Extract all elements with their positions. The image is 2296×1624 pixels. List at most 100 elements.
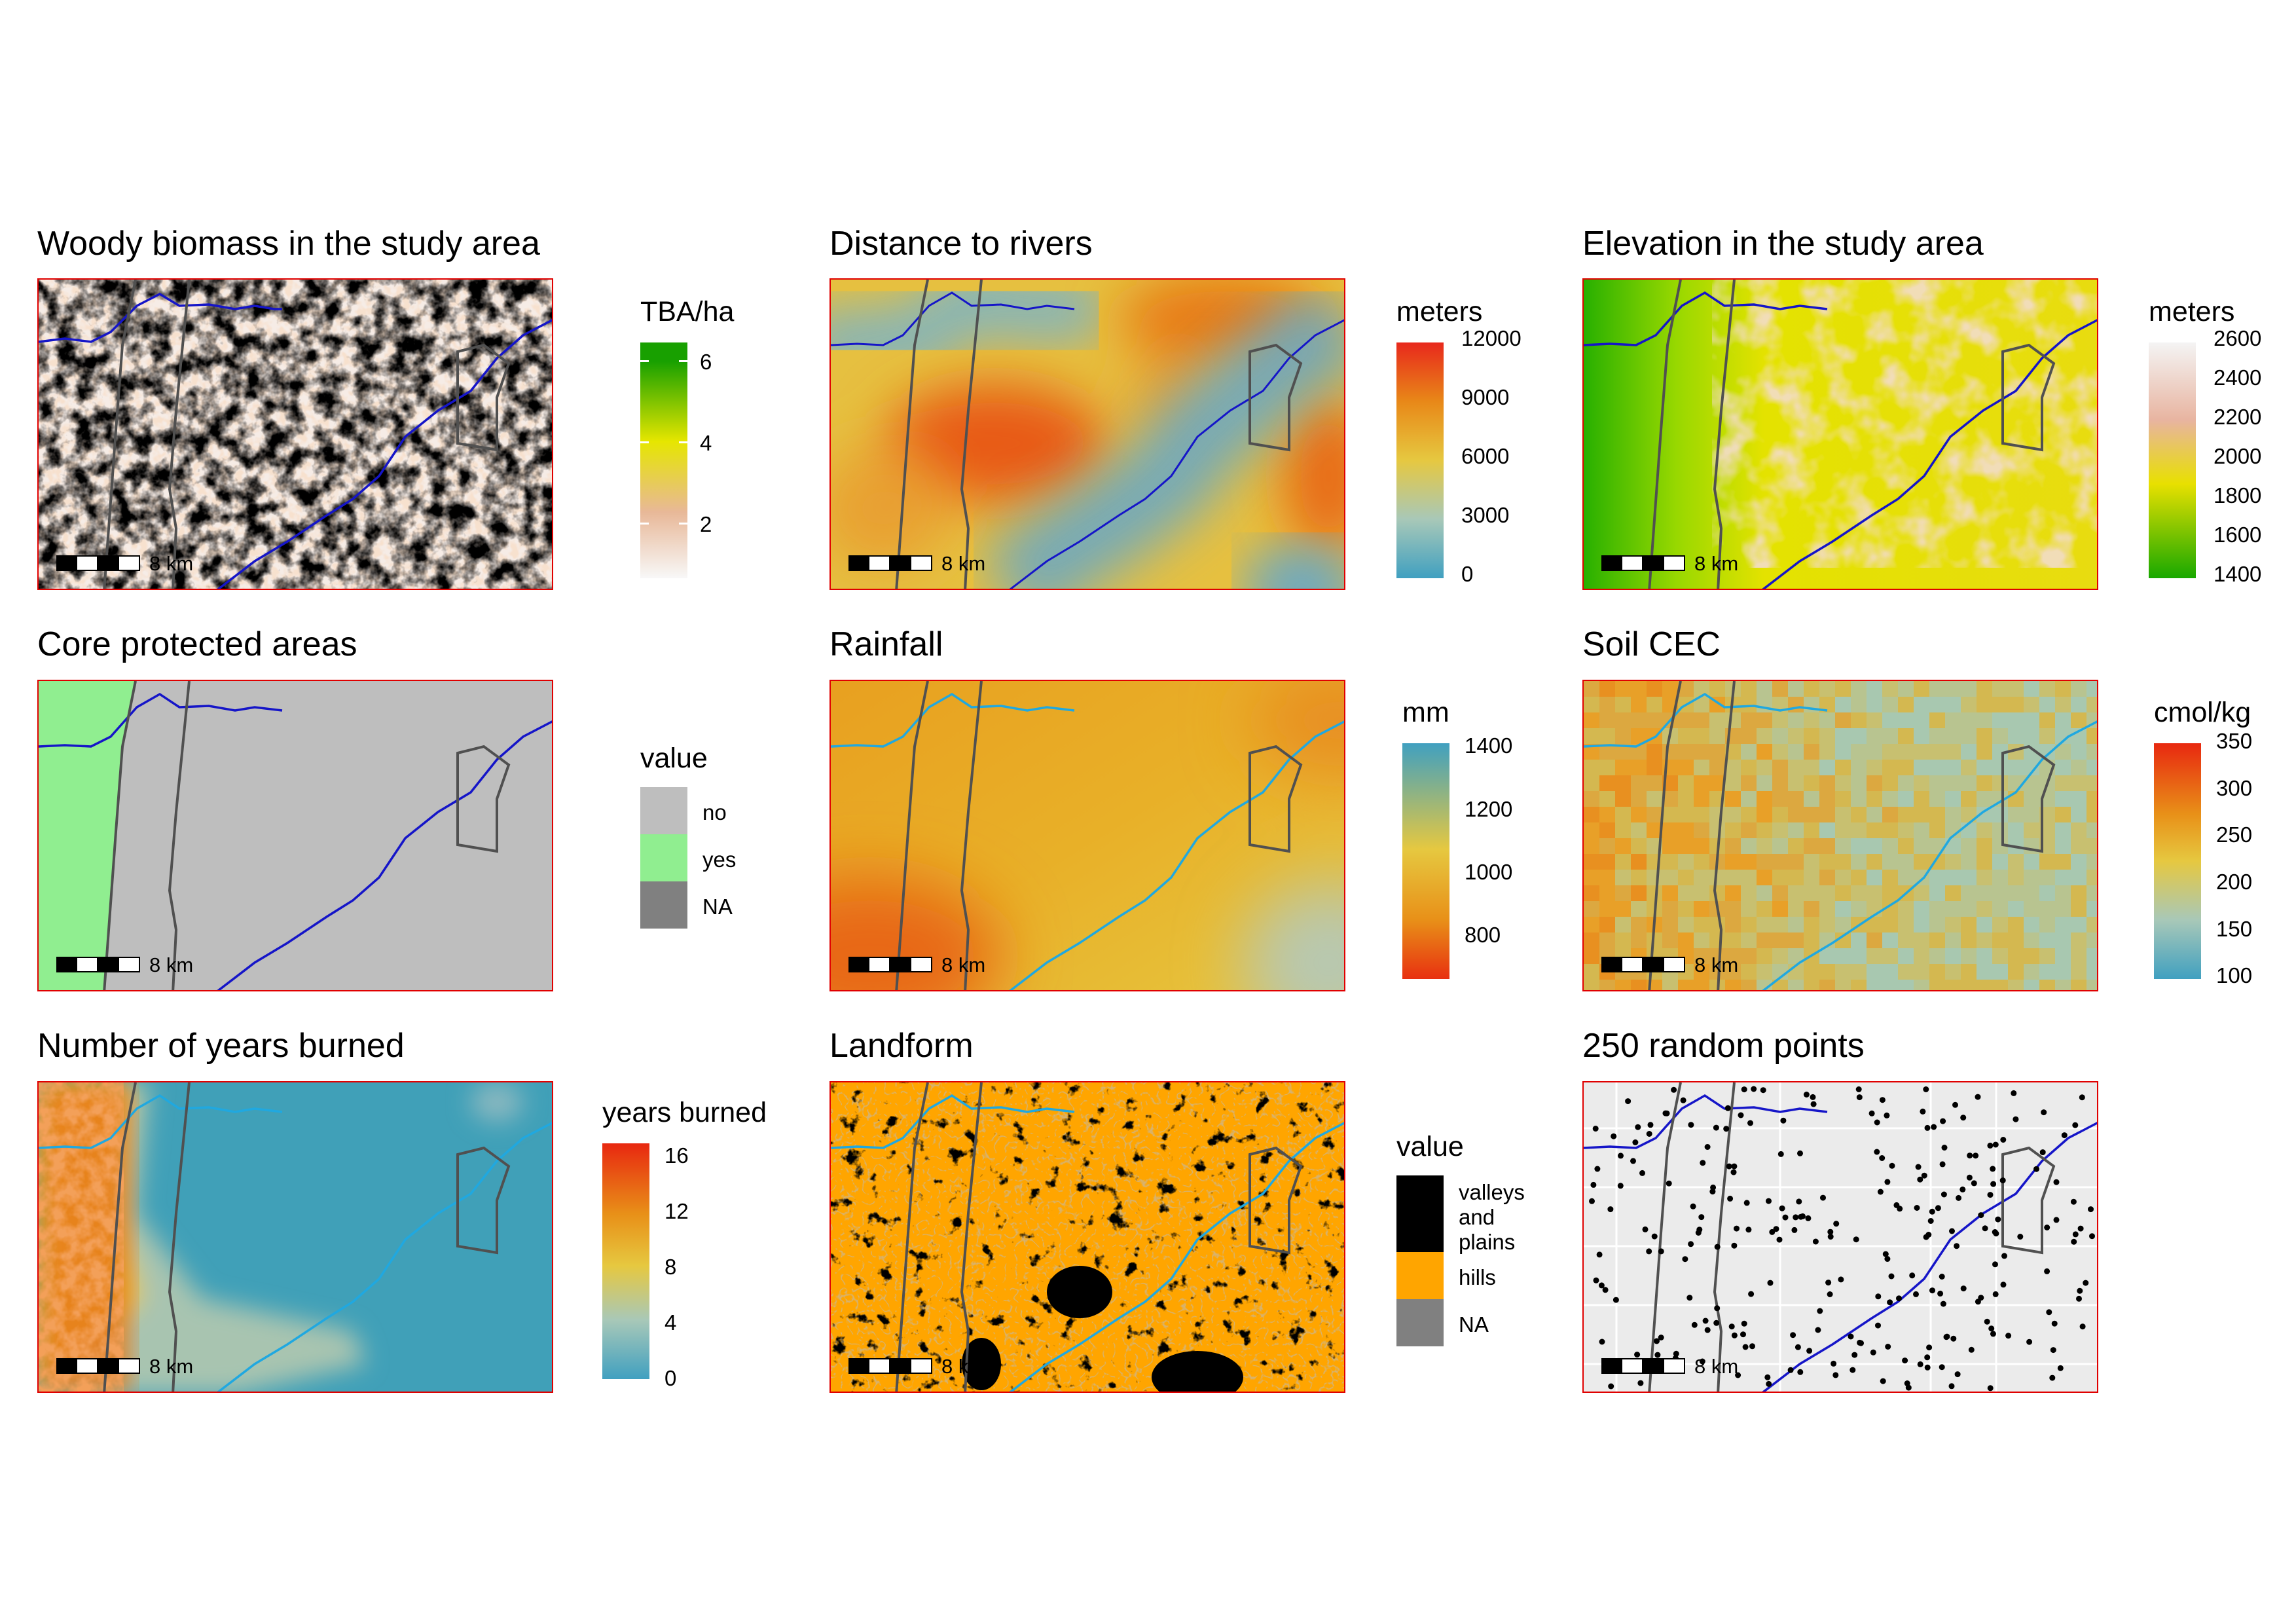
random-point bbox=[1885, 1344, 1891, 1350]
cec-cell bbox=[1898, 822, 1914, 838]
cec-cell bbox=[1851, 901, 1867, 917]
cec-cell bbox=[1599, 822, 1615, 838]
random-point bbox=[1984, 1318, 1990, 1325]
random-point bbox=[1952, 1101, 1958, 1108]
cec-cell bbox=[1584, 901, 1599, 917]
random-point bbox=[2088, 1206, 2094, 1213]
random-point bbox=[1939, 1274, 1945, 1280]
cec-cell bbox=[2086, 807, 2097, 822]
cec-cell bbox=[1914, 744, 1929, 760]
random-point bbox=[1688, 1122, 1694, 1128]
random-point bbox=[1879, 1155, 1886, 1161]
cec-cell bbox=[1584, 807, 1599, 822]
map-woody-biomass[interactable]: 8 km bbox=[37, 278, 553, 590]
cec-cell bbox=[1882, 980, 1898, 990]
cec-cell bbox=[1757, 728, 1772, 744]
cec-cell bbox=[1914, 948, 1929, 964]
cec-cell bbox=[1914, 838, 1929, 854]
cec-cell bbox=[1851, 744, 1867, 760]
cec-cell bbox=[1772, 744, 1788, 760]
cec-cell bbox=[1819, 870, 1835, 885]
scale-bar: 8 km bbox=[848, 955, 985, 975]
cec-cell bbox=[2071, 838, 2086, 854]
random-points bbox=[1589, 1086, 2095, 1392]
boundary-line bbox=[456, 745, 511, 853]
random-point bbox=[1642, 1226, 1649, 1232]
cec-cell bbox=[1882, 807, 1898, 822]
random-point bbox=[1884, 1256, 1891, 1262]
cec-cell bbox=[1678, 885, 1694, 901]
cec-cell bbox=[2071, 932, 2086, 948]
cec-cell bbox=[1788, 791, 1804, 807]
cec-cell bbox=[2039, 885, 2055, 901]
cec-cell bbox=[2008, 681, 2024, 697]
cec-cell bbox=[1584, 870, 1599, 885]
cec-cell bbox=[1678, 728, 1694, 744]
random-point bbox=[1727, 1195, 1734, 1202]
cec-cell bbox=[1977, 932, 1992, 948]
random-point bbox=[1924, 1124, 1931, 1131]
cec-cell bbox=[1615, 760, 1631, 775]
cec-cell bbox=[1977, 917, 1992, 932]
cec-cell bbox=[1898, 838, 1914, 854]
cec-cell bbox=[1709, 822, 1725, 838]
cec-cell bbox=[1678, 932, 1694, 948]
map-random-points[interactable]: 8 km bbox=[1582, 1081, 2098, 1393]
cec-cell bbox=[1725, 775, 1741, 791]
map-distance-rivers[interactable]: 8 km bbox=[829, 278, 1345, 590]
random-point bbox=[1924, 1364, 1931, 1371]
random-point bbox=[1599, 1338, 1605, 1345]
cec-cell bbox=[1929, 775, 1945, 791]
cec-cell bbox=[1898, 932, 1914, 948]
random-point bbox=[2053, 1179, 2060, 1185]
cec-cell bbox=[1631, 980, 1647, 990]
cec-cell bbox=[1725, 932, 1741, 948]
cec-cell bbox=[2024, 885, 2039, 901]
cec-cell bbox=[1615, 775, 1631, 791]
cec-cell bbox=[1977, 697, 1992, 712]
random-point bbox=[1764, 1374, 1771, 1380]
map-years-burned[interactable]: 8 km bbox=[37, 1081, 553, 1393]
river-line bbox=[217, 720, 552, 990]
boundary-line bbox=[103, 681, 137, 990]
random-point bbox=[1838, 1276, 1844, 1283]
cec-cell bbox=[1867, 838, 1882, 854]
cec-cell bbox=[1757, 697, 1772, 712]
cec-cell bbox=[1819, 744, 1835, 760]
cec-cell bbox=[1867, 744, 1882, 760]
cec-cell bbox=[1631, 775, 1647, 791]
random-point bbox=[1949, 1228, 1955, 1234]
map-elevation[interactable]: 8 km bbox=[1582, 278, 2098, 590]
cec-cell bbox=[1694, 822, 1709, 838]
map-protected-areas[interactable]: 8 km bbox=[37, 680, 553, 991]
random-point bbox=[1625, 1098, 1631, 1105]
random-point bbox=[2005, 1333, 2012, 1339]
cec-cell bbox=[1772, 838, 1788, 854]
cec-cell bbox=[2086, 885, 2097, 901]
cec-cell bbox=[1945, 980, 1961, 990]
cec-cell bbox=[1772, 681, 1788, 697]
map-rainfall[interactable]: 8 km bbox=[829, 680, 1345, 991]
cec-cell bbox=[2086, 870, 2097, 885]
panel-title-elevation: Elevation in the study area bbox=[1582, 225, 1984, 263]
map-landform[interactable]: 8 km bbox=[829, 1081, 1345, 1393]
random-point bbox=[1602, 1287, 1609, 1293]
cec-cell bbox=[1615, 870, 1631, 885]
cec-cell bbox=[1725, 807, 1741, 822]
cec-cell bbox=[1929, 917, 1945, 932]
random-point bbox=[1673, 1350, 1679, 1357]
random-point bbox=[1921, 1172, 1927, 1179]
cec-cell bbox=[1851, 932, 1867, 948]
cec-cell bbox=[1867, 791, 1882, 807]
cec-cell bbox=[1882, 917, 1898, 932]
cec-cell bbox=[1929, 870, 1945, 885]
cec-cell bbox=[1599, 760, 1615, 775]
map-canvas bbox=[39, 280, 552, 589]
random-point bbox=[1875, 1322, 1881, 1329]
cec-cell bbox=[1961, 854, 1977, 870]
cec-cell bbox=[1615, 791, 1631, 807]
map-soil-cec[interactable]: 8 km bbox=[1582, 680, 2098, 991]
cec-cell bbox=[1945, 791, 1961, 807]
random-point bbox=[1741, 1086, 1747, 1093]
random-point bbox=[1702, 1318, 1709, 1324]
